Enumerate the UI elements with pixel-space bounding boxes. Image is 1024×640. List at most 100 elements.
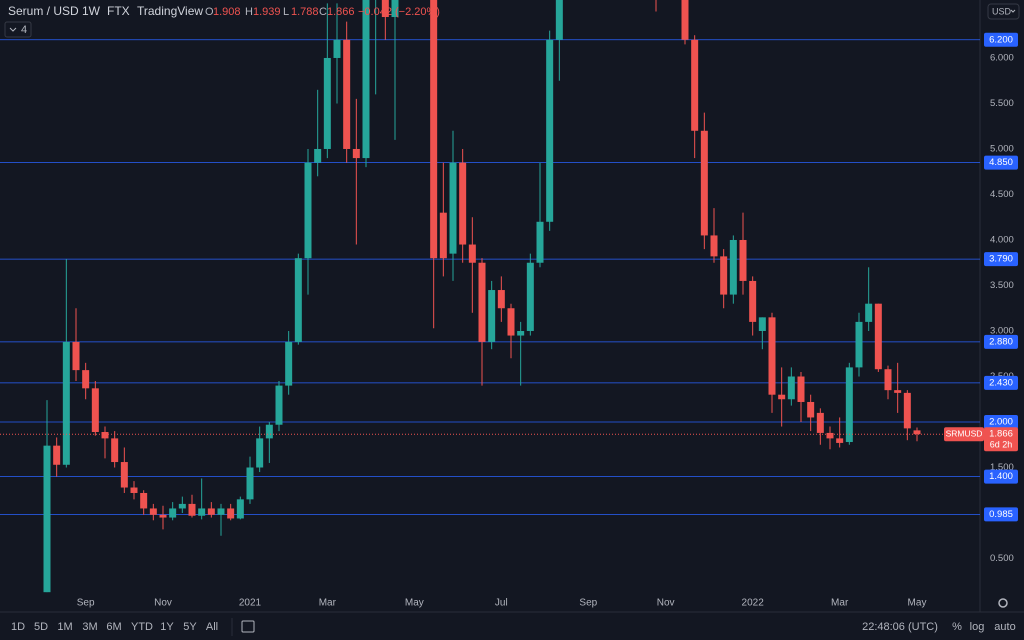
percent-toggle[interactable]: %: [952, 621, 962, 633]
candle-body: [720, 256, 728, 295]
price-label-bg: [984, 414, 1018, 429]
candle-body: [894, 390, 902, 393]
interval[interactable]: 1W: [82, 4, 101, 18]
candle-body: [246, 467, 254, 500]
log-toggle[interactable]: log: [970, 621, 985, 633]
candle-body: [555, 0, 563, 40]
candle-body: [227, 508, 235, 519]
candle-body: [459, 162, 467, 245]
range-button[interactable]: 5Y: [183, 621, 197, 633]
candle-body: [178, 503, 186, 509]
x-tick-label: Nov: [154, 598, 172, 609]
candle-body: [845, 367, 853, 443]
candle-body: [159, 514, 167, 518]
settings-icon[interactable]: [998, 598, 1008, 608]
candle-body: [314, 148, 322, 163]
candle-body: [391, 0, 399, 18]
price-label: 6.200: [989, 34, 1013, 45]
exchange: FTX: [107, 4, 130, 18]
candle-body: [913, 430, 921, 435]
candle-body: [169, 508, 177, 518]
range-button[interactable]: All: [206, 621, 218, 633]
price-label: 2.000: [989, 417, 1013, 428]
x-tick-label: Sep: [77, 598, 95, 609]
price-label: 4.850: [989, 157, 1013, 168]
range-button[interactable]: YTD: [131, 621, 153, 633]
candle-body: [381, 0, 389, 18]
candle-body: [120, 462, 128, 488]
ohlc-value: 1.939: [253, 6, 281, 18]
plot-area: [0, 0, 980, 593]
candle-body: [43, 445, 51, 593]
countdown: 6d 2h: [990, 440, 1013, 450]
auto-toggle[interactable]: auto: [994, 621, 1015, 633]
x-tick-label: May: [908, 598, 927, 609]
candle-body: [758, 317, 766, 331]
candle-body: [449, 162, 457, 254]
range-button[interactable]: 1M: [57, 621, 72, 633]
range-button[interactable]: 6M: [106, 621, 121, 633]
candle-body: [710, 235, 718, 257]
indicator-toggle[interactable]: [4, 21, 32, 38]
candle-body: [517, 330, 525, 336]
price-label: 3.790: [989, 254, 1013, 265]
candle-body: [681, 0, 689, 40]
candle-body: [816, 412, 824, 433]
price-label-bg: [984, 252, 1018, 267]
price-label-bg: [984, 334, 1018, 349]
candle-body: [188, 503, 196, 516]
candle-body: [797, 376, 805, 402]
y-tick-label: 3.500: [990, 280, 1014, 291]
price-label-bg: [984, 155, 1018, 170]
range-button[interactable]: 1D: [11, 621, 25, 633]
x-tick-label: Nov: [657, 598, 675, 609]
last-price-bg: [984, 427, 1018, 452]
candle-body: [130, 487, 138, 493]
candle-body: [526, 262, 534, 331]
range-button[interactable]: 3M: [82, 621, 97, 633]
candle-body: [323, 57, 331, 149]
currency-button[interactable]: [987, 3, 1020, 20]
price-label-bg: [984, 507, 1018, 522]
candle-body: [91, 388, 99, 433]
x-tick-label: Jul: [495, 598, 508, 609]
y-tick-label: 4.500: [990, 189, 1014, 200]
candle-body: [874, 303, 882, 370]
candle-body: [362, 0, 370, 159]
candle-body: [865, 303, 873, 322]
candle-body: [536, 221, 544, 263]
candle-body: [488, 290, 496, 342]
ohlc-key: O: [205, 6, 214, 18]
candle-body: [700, 130, 708, 236]
price-label: 0.985: [989, 509, 1013, 520]
x-tick-label: 2021: [239, 598, 262, 609]
change: −0.042 (−2.20%): [358, 6, 440, 18]
candle-body: [256, 438, 264, 468]
y-tick-label: 1.500: [990, 462, 1014, 473]
candle-body: [768, 317, 776, 395]
candle-body: [739, 239, 747, 281]
symbol: Serum / USD: [8, 4, 79, 18]
candle-body: [265, 424, 273, 439]
candle-body: [53, 445, 61, 465]
overlay: Serum / USD 1W FTX TradingView −0.042 (−…: [4, 3, 1020, 636]
source: TradingView: [137, 4, 203, 18]
candle-body: [62, 341, 70, 465]
candle-body: [807, 401, 815, 418]
candle-body: [546, 39, 554, 222]
candle-body: [507, 308, 515, 336]
calendar-icon[interactable]: [241, 620, 255, 633]
candle-body: [778, 394, 786, 400]
range-button[interactable]: 1Y: [160, 621, 174, 633]
price-label: 2.880: [989, 336, 1013, 347]
chevron-icon: [9, 27, 17, 32]
candle-body: [275, 385, 283, 425]
y-tick-label: 0.500: [990, 553, 1014, 564]
price-label-bg: [984, 469, 1018, 484]
candle-body: [439, 212, 447, 259]
range-button[interactable]: 5D: [34, 621, 48, 633]
ohlc-value: 1.866: [327, 6, 355, 18]
candle-body: [826, 432, 834, 439]
candle-body: [729, 239, 737, 295]
